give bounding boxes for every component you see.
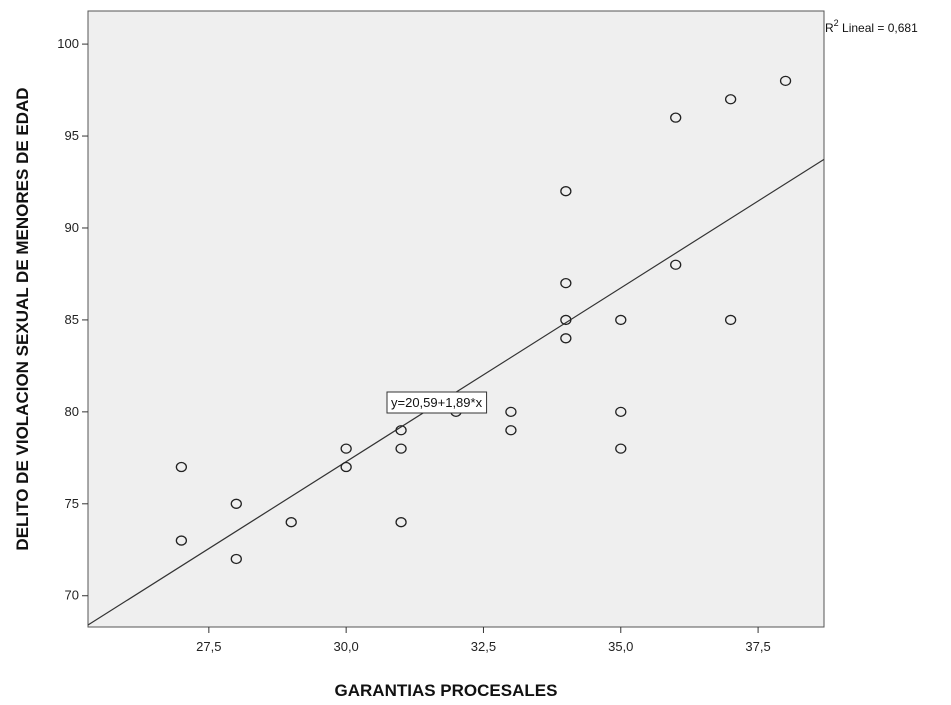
- data-point: [340, 443, 352, 454]
- x-tick-label: 27,5: [196, 639, 221, 654]
- x-axis: 27,5 30,0 32,5 35,0 37,5: [196, 627, 771, 654]
- points-group: [175, 75, 792, 565]
- data-point: [615, 406, 627, 418]
- y-tick-label: 95: [65, 128, 79, 143]
- x-tick-label: 30,0: [333, 639, 358, 654]
- data-point: [230, 553, 242, 565]
- data-point: [670, 112, 682, 123]
- data-point: [175, 461, 188, 473]
- data-point: [670, 259, 682, 270]
- data-point: [560, 277, 572, 289]
- data-point: [560, 186, 572, 197]
- r2-text: Lineal = 0,681: [839, 21, 918, 35]
- data-point: [395, 443, 407, 454]
- equation-box: [386, 391, 488, 414]
- equation-label: y=20,59+1,89*x: [391, 395, 483, 410]
- data-point: [175, 535, 188, 546]
- x-tick-label: 32,5: [471, 639, 496, 654]
- x-axis-title: GARANTIAS PROCESALES: [335, 681, 558, 700]
- y-axis-title: DELITO DE VIOLACION SEXUAL DE MENORES DE…: [13, 87, 32, 550]
- r2-label: R2 Lineal = 0,681: [825, 18, 918, 35]
- y-tick-label: 85: [65, 312, 79, 327]
- data-point: [505, 425, 517, 436]
- y-tick-label: 80: [65, 404, 79, 419]
- data-point: [779, 75, 792, 87]
- data-point: [560, 314, 572, 326]
- data-point: [395, 425, 407, 436]
- data-point: [615, 314, 627, 326]
- equation-annotation: y=20,59+1,89*x: [386, 391, 488, 414]
- plot-area: [87, 10, 825, 628]
- r2-superscript: 2: [834, 18, 839, 28]
- data-point: [505, 406, 517, 418]
- data-point: [230, 498, 242, 509]
- y-tick-label: 70: [65, 588, 79, 603]
- data-point: [724, 94, 737, 105]
- data-point: [615, 443, 627, 454]
- y-tick-label: 90: [65, 220, 79, 235]
- y-tick-label: 75: [65, 496, 79, 511]
- y-axis: 70 75 80 85 90 95 100: [57, 36, 88, 603]
- data-point: [560, 333, 572, 344]
- x-tick-label: 37,5: [745, 639, 770, 654]
- x-tick-label: 35,0: [608, 639, 633, 654]
- data-point: [724, 314, 737, 326]
- data-point: [395, 517, 407, 528]
- data-point: [285, 517, 297, 528]
- y-tick-label: 100: [57, 36, 79, 51]
- data-point: [340, 461, 352, 473]
- r2-prefix: R: [825, 21, 834, 35]
